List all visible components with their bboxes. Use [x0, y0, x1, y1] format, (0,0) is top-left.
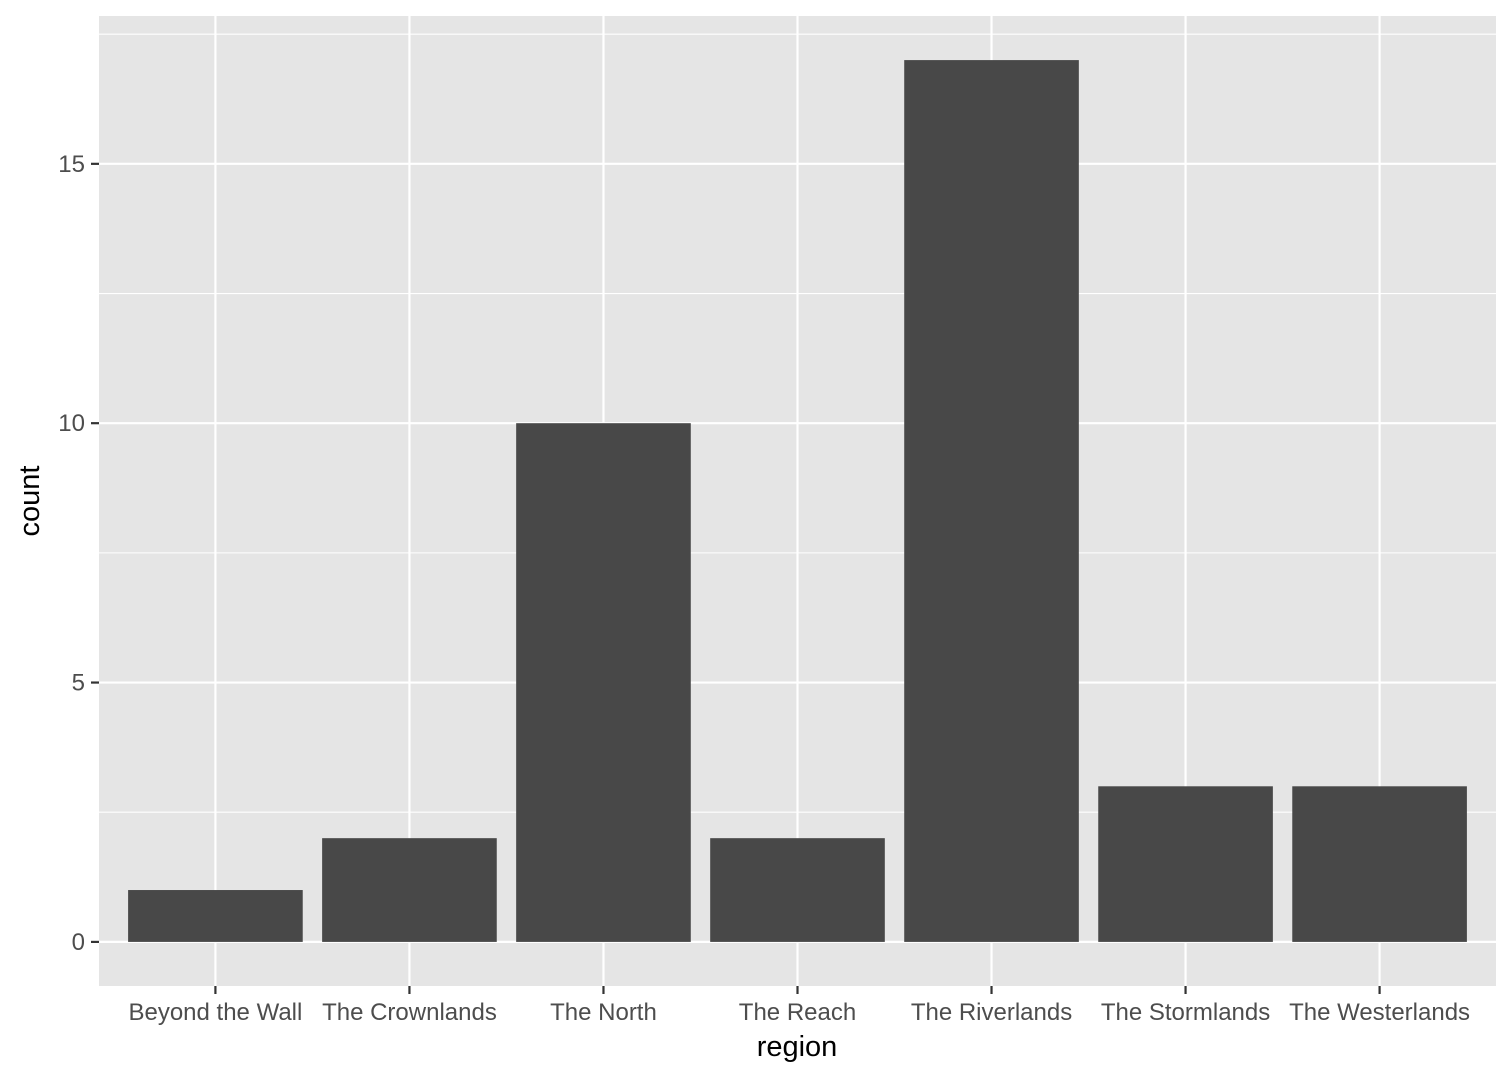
bar	[904, 60, 1079, 942]
x-tick-label: The Riverlands	[911, 999, 1072, 1026]
y-axis-title: count	[14, 466, 46, 537]
x-axis-title: region	[757, 1031, 838, 1063]
y-tick-label: 0	[72, 929, 85, 956]
y-axis: 0 5 10 15	[58, 151, 99, 956]
x-tick-label: The North	[550, 999, 657, 1026]
bar	[322, 838, 497, 942]
x-tick-label: The Stormlands	[1101, 999, 1270, 1026]
x-tick-label: The Reach	[739, 999, 856, 1026]
bar	[128, 890, 303, 942]
bar	[710, 838, 885, 942]
x-tick-label: The Westerlands	[1289, 999, 1470, 1026]
bar	[516, 423, 691, 942]
y-tick-label: 5	[72, 670, 85, 697]
bars	[128, 60, 1467, 942]
y-tick-label: 15	[58, 151, 85, 178]
bar	[1292, 786, 1467, 942]
y-tick-label: 10	[58, 410, 85, 437]
x-axis: Beyond the Wall The Crownlands The North Th…	[128, 986, 1470, 1026]
bar	[1098, 786, 1273, 942]
x-tick-label: Beyond the Wall	[128, 999, 302, 1026]
x-tick-label: The Crownlands	[322, 999, 497, 1026]
